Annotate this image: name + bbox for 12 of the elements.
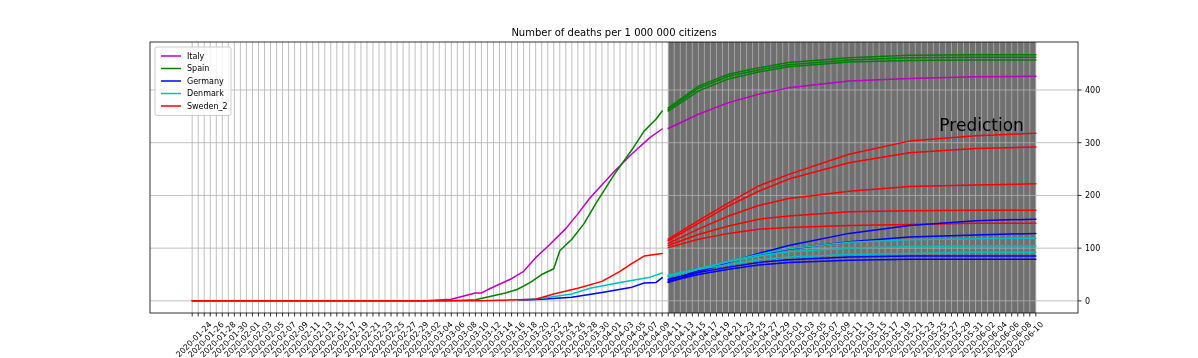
- chart-title: Number of deaths per 1 000 000 citizens: [511, 27, 717, 38]
- y-tick-label: 300: [1085, 138, 1101, 148]
- band-label: Prediction: [939, 115, 1024, 136]
- y-tick-label: 100: [1085, 243, 1101, 253]
- y-tick-label: 200: [1085, 191, 1101, 201]
- legend-label: Sweden_2: [187, 101, 228, 111]
- y-tick-label: 400: [1085, 85, 1101, 95]
- legend-label: Italy: [187, 51, 205, 61]
- legend-label: Spain: [187, 64, 210, 74]
- legend-label: Denmark: [187, 89, 225, 99]
- y-tick-label: 0: [1085, 296, 1091, 306]
- legend-label: Germany: [187, 76, 225, 86]
